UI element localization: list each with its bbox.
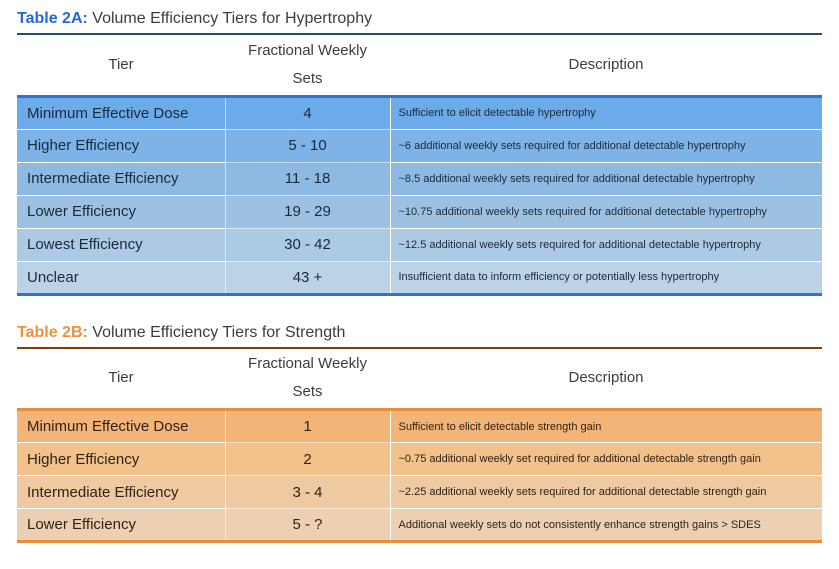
column-header-sets: Fractional Weekly Sets — [225, 347, 390, 411]
cell-tier: Lower Efficiency — [17, 195, 226, 229]
cell-tier: Intermediate Efficiency — [17, 475, 226, 509]
cell-desc: Sufficient to elicit detectable strength… — [390, 409, 822, 443]
cell-sets: 3 - 4 — [225, 475, 391, 509]
strength-table-section: Table 2B: Volume Efficiency Tiers for St… — [17, 323, 822, 543]
cell-desc: ~2.25 additional weekly sets required fo… — [390, 475, 822, 509]
cell-sets: 43 + — [225, 261, 391, 295]
cell-sets: 5 - 10 — [225, 129, 391, 163]
cell-desc: ~6 additional weekly sets required for a… — [390, 129, 822, 163]
cell-tier: Lower Efficiency — [17, 508, 226, 542]
column-header-description: Description — [390, 347, 822, 411]
cell-desc: Insufficient data to inform efficiency o… — [390, 261, 822, 295]
column-header-tier: Tier — [17, 34, 225, 98]
cell-sets: 4 — [225, 96, 391, 130]
cell-tier: Minimum Effective Dose — [17, 96, 226, 130]
hypertrophy-table-section: Table 2A: Volume Efficiency Tiers for Hy… — [17, 9, 822, 296]
cell-sets: 5 - ? — [225, 508, 391, 542]
cell-tier: Higher Efficiency — [17, 129, 226, 163]
table-2a-caption: Volume Efficiency Tiers for Hypertrophy — [92, 10, 373, 27]
table-row: Lower Efficiency 19 - 29 ~10.75 additional… — [17, 195, 822, 229]
cell-desc: ~10.75 additional weekly sets required f… — [390, 195, 822, 229]
table-row: Higher Efficiency 2 ~0.75 additional weekl… — [17, 442, 822, 476]
table-2a-title: Table 2A: Volume Efficiency Tiers for Hy… — [17, 9, 822, 28]
cell-tier: Higher Efficiency — [17, 442, 226, 476]
cell-sets: 30 - 42 — [225, 228, 391, 262]
cell-desc: Sufficient to elicit detectable hypertro… — [390, 96, 822, 130]
table-row: Higher Efficiency 5 - 10 ~6 additional wee… — [17, 129, 822, 163]
strength-table: Tier Fractional Weekly Sets Description … — [17, 346, 822, 543]
table-2b-caption: Volume Efficiency Tiers for Strength — [92, 323, 346, 341]
table-row: Lowest Efficiency 30 - 42 ~12.5 additional… — [17, 228, 822, 262]
table-row: Lower Efficiency 5 - ? Additional weekly s… — [17, 508, 822, 542]
table-row: Intermediate Efficiency 11 - 18 ~8.5 addit… — [17, 162, 822, 196]
table-row: Minimum Effective Dose 4 Sufficient to eli… — [17, 96, 822, 130]
column-header-sets: Fractional Weekly Sets — [225, 34, 390, 98]
header-row: Tier Fractional Weekly Sets Description — [17, 34, 822, 98]
cell-desc: Additional weekly sets do not consistent… — [390, 508, 822, 542]
cell-desc: ~0.75 additional weekly set required for… — [390, 442, 822, 476]
cell-sets: 2 — [225, 442, 391, 476]
table-2b-label: Table 2B: — [17, 323, 88, 341]
cell-sets: 1 — [225, 409, 391, 443]
cell-tier: Lowest Efficiency — [17, 228, 226, 262]
page: Table 2A: Volume Efficiency Tiers for Hy… — [17, 9, 822, 543]
cell-desc: ~8.5 additional weekly sets required for… — [390, 162, 822, 196]
table-2a-label: Table 2A: — [17, 10, 88, 27]
cell-tier: Unclear — [17, 261, 226, 295]
header-row: Tier Fractional Weekly Sets Description — [17, 347, 822, 411]
table-row: Intermediate Efficiency 3 - 4 ~2.25 additi… — [17, 475, 822, 509]
cell-desc: ~12.5 additional weekly sets required fo… — [390, 228, 822, 262]
cell-tier: Intermediate Efficiency — [17, 162, 226, 196]
hypertrophy-table: Tier Fractional Weekly Sets Description … — [17, 33, 822, 296]
table-row: Unclear 43 + Insufficient data to inform e… — [17, 261, 822, 295]
cell-tier: Minimum Effective Dose — [17, 409, 226, 443]
column-header-tier: Tier — [17, 347, 225, 411]
table-2b-title: Table 2B: Volume Efficiency Tiers for St… — [17, 323, 822, 342]
table-row: Minimum Effective Dose 1 Sufficient to eli… — [17, 409, 822, 443]
cell-sets: 19 - 29 — [225, 195, 391, 229]
cell-sets: 11 - 18 — [225, 162, 391, 196]
column-header-description: Description — [390, 34, 822, 98]
